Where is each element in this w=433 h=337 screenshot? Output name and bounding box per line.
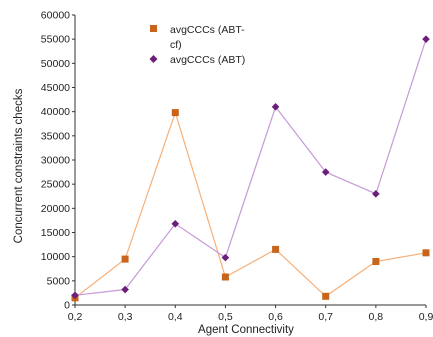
x-tick-label: 0,3 [118,311,133,323]
x-tick-label: 0,2 [68,311,83,323]
data-point-abt [71,291,79,300]
data-point-abt [422,35,430,43]
data-point-abt [321,168,330,176]
series-line-abt [74,39,427,296]
y-tick-label: 35000 [41,130,70,142]
y-tick-label: 5000 [47,275,71,287]
x-tick-label: 0,8 [369,311,384,323]
legend-label-abt-cf-line1: avgCCCs (ABT- [170,24,245,36]
y-tick-label: 60000 [41,10,70,22]
data-point-abt [271,103,280,111]
data-point-abt-cf [171,109,179,117]
legend-label-abt-cf-line2: cf) [170,39,182,51]
y-tick-label: 0 [64,300,70,312]
y-tick-label: 10000 [41,251,70,263]
data-point-abt-cf [121,255,129,263]
y-axis-title: Concurrent constraints checks [13,88,25,243]
y-tick-labels: 0 5000 10000 15000 20000 25000 30000 35000 40000… [41,10,70,312]
legend-label-abt: avgCCCs (ABT) [170,54,245,66]
data-point-abt [171,220,180,228]
y-tick-label: 45000 [41,82,70,94]
x-tick-label: 0,4 [168,311,183,323]
x-tick-label: 0,5 [218,311,233,323]
legend: avgCCCs (ABT- cf) avgCCCs (ABT) [149,24,245,66]
data-point-abt-cf [272,245,280,253]
x-tick-labels: 0,2 0,3 0,4 0,5 0,6 0,7 0,8 0,9 [68,311,433,323]
data-point-abt [121,285,129,294]
data-point-abt-cf [322,292,330,300]
x-axis-title: Agent Connectivity [198,324,294,336]
legend-marker-abt-cf [150,25,157,32]
axes [72,14,427,308]
data-point-abt-cf [221,273,229,281]
x-tick-label: 0,9 [419,311,433,323]
x-tick-label: 0,6 [268,311,283,323]
legend-marker-abt [149,55,158,63]
y-tick-label: 40000 [41,106,70,118]
y-tick-label: 25000 [41,179,70,191]
y-tick-label: 50000 [41,58,70,70]
data-point-abt-cf [422,249,430,257]
y-tick-label: 20000 [41,203,70,215]
series-group [71,35,430,302]
data-point-abt [221,253,230,262]
data-point-abt-cf [372,258,380,265]
series-line-abt-cf [74,110,427,299]
x-tick-label: 0,7 [318,311,333,323]
y-tick-label: 55000 [41,34,70,46]
y-tick-label: 15000 [41,227,70,239]
data-point-abt [372,190,380,198]
y-tick-label: 30000 [41,155,70,167]
